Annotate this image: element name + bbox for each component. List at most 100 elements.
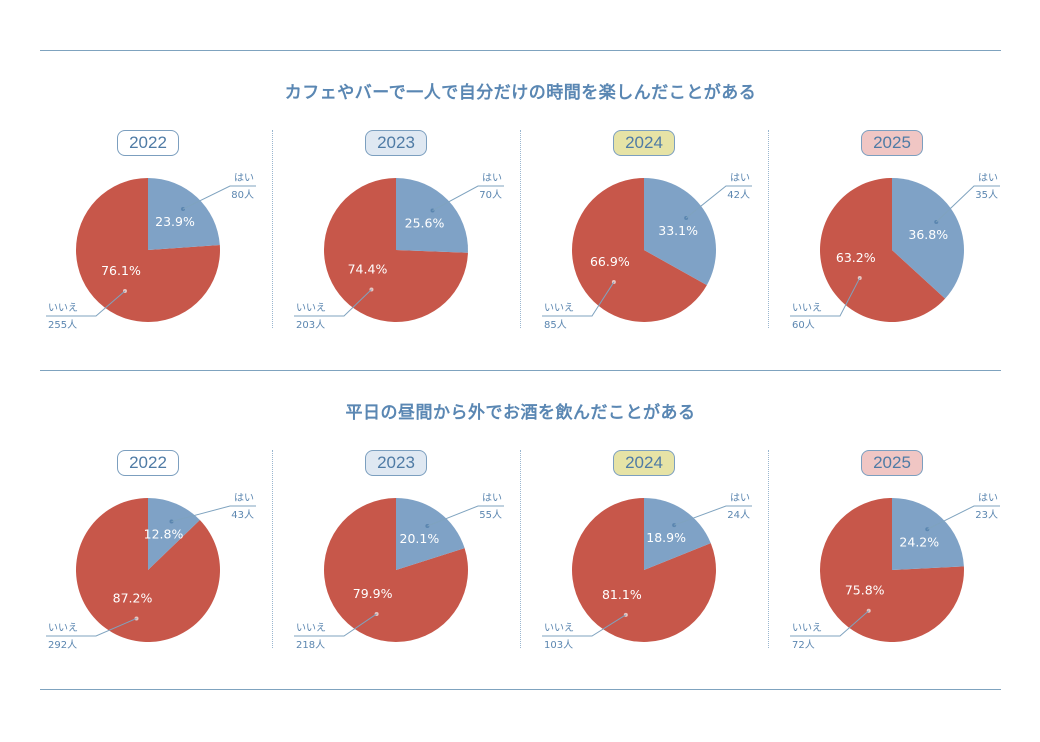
callout-label-no: いいえ	[48, 302, 78, 314]
middle-rule	[40, 370, 1001, 371]
percent-label-yes: 33.1%	[658, 223, 698, 238]
year-badge: 2025	[861, 130, 923, 156]
leader-dot-yes	[169, 519, 174, 524]
bottom-rule	[40, 689, 1001, 690]
percent-label-no: 81.1%	[602, 587, 642, 602]
percent-label-yes: 20.1%	[400, 531, 440, 546]
callout-label-no: いいえ	[544, 302, 574, 314]
callout-label-no: いいえ	[296, 302, 326, 314]
slice-no	[572, 178, 707, 322]
slice-yes	[396, 498, 465, 570]
section-title-1: カフェやバーで一人で自分だけの時間を楽しんだことがある	[284, 83, 757, 103]
leader-line-no	[542, 281, 615, 317]
percent-label-no: 87.2%	[113, 590, 153, 605]
pie-panel-2024: 2024 18.9% 81.1% はい 24人 いいえ 103人	[520, 450, 768, 680]
panel-divider	[272, 450, 273, 648]
percent-label-yes: 36.8%	[908, 227, 948, 242]
year-badge: 2022	[117, 130, 179, 156]
panel-divider	[768, 130, 769, 328]
leader-dot-no	[857, 275, 862, 280]
callout-label-yes: はい	[978, 172, 998, 184]
callout-label-yes: はい	[234, 172, 254, 184]
callout-count-yes: 70人	[479, 189, 502, 201]
callout-count-yes: 35人	[975, 189, 998, 201]
percent-label-yes: 25.6%	[405, 216, 445, 231]
callout-count-yes: 24人	[727, 509, 750, 521]
callout-label-no: いいえ	[792, 622, 822, 634]
leader-line-no	[542, 614, 627, 637]
pie-panel-2025: 2025 24.2% 75.8% はい 23人いいえ 72人	[768, 450, 1016, 680]
leader-line-no	[790, 610, 870, 637]
year-badge: 2025	[861, 450, 923, 476]
callout-label-yes: はい	[730, 172, 750, 184]
percent-label-yes: 24.2%	[899, 534, 939, 549]
percent-label-no: 79.9%	[353, 586, 393, 601]
callout-label-no: いいえ	[544, 622, 574, 634]
pie-panel-2025: 2025 36.8% 63.2% はい 35人いいえ 60人	[768, 130, 1016, 360]
callout-count-no: 218人	[296, 639, 325, 651]
year-badge: 2023	[365, 130, 427, 156]
slice-no	[75, 178, 220, 322]
callout-count-no: 292人	[48, 639, 77, 651]
leader-line-yes	[427, 505, 504, 527]
percent-label-no: 74.4%	[348, 261, 388, 276]
leader-line-yes	[927, 505, 1000, 530]
leader-line-yes	[685, 185, 752, 219]
slice-yes	[892, 498, 964, 570]
slice-yes	[644, 178, 716, 286]
percent-label-yes: 23.9%	[155, 214, 195, 229]
pie-panel-2023: 2023 20.1% 79.9% はい 55人 いいえ 218人	[272, 450, 520, 680]
percent-label-yes: 12.8%	[144, 527, 184, 542]
slice-yes	[396, 178, 468, 253]
percent-label-no: 66.9%	[590, 254, 630, 269]
section-title-2: 平日の昼間から外でお酒を飲んだことがある	[345, 403, 696, 423]
callout-label-no: いいえ	[792, 302, 822, 314]
callout-count-yes: 80人	[231, 189, 254, 201]
callout-count-no: 60人	[792, 319, 815, 331]
percent-label-no: 75.8%	[845, 583, 885, 598]
leader-line-no	[790, 277, 861, 317]
panel-divider	[272, 130, 273, 328]
callout-count-no: 255人	[48, 319, 77, 331]
panel-divider	[520, 450, 521, 648]
callout-count-no: 72人	[792, 639, 815, 651]
leader-line-yes	[182, 185, 256, 210]
callout-label-yes: はい	[234, 492, 254, 504]
pie-panel-2024: 2024 33.1% 66.9% はい 42人いいえ 85人	[520, 130, 768, 360]
callout-count-yes: 55人	[479, 509, 502, 521]
panel-divider	[768, 450, 769, 648]
callout-count-no: 203人	[296, 319, 325, 331]
callout-label-yes: はい	[978, 492, 998, 504]
callout-label-no: いいえ	[48, 622, 78, 634]
callout-count-yes: 23人	[975, 509, 998, 521]
pie-panel-2022: 2022 23.9% 76.1% はい 80人 いいえ 255人	[24, 130, 272, 360]
callout-count-no: 103人	[544, 639, 573, 651]
slice-yes	[148, 498, 200, 570]
leader-line-no	[46, 617, 137, 637]
pie-panel-2022: 2022 12.8% 87.2% はい 43人いいえ 292人	[24, 450, 272, 680]
panel-divider	[520, 130, 521, 328]
callout-label-no: いいえ	[296, 622, 326, 634]
slice-yes	[644, 498, 711, 570]
leader-dot-no	[134, 616, 139, 621]
year-badge: 2022	[117, 450, 179, 476]
callout-label-yes: はい	[730, 492, 750, 504]
slice-yes	[148, 178, 220, 250]
slice-no	[820, 178, 946, 322]
top-rule	[40, 50, 1001, 51]
pie-panel-2023: 2023 25.6% 74.4% はい 70人 いいえ 203人	[272, 130, 520, 360]
slice-yes	[892, 178, 964, 299]
leader-line-no	[294, 289, 372, 317]
callout-count-yes: 43人	[231, 509, 254, 521]
year-badge: 2024	[613, 450, 675, 476]
percent-label-no: 63.2%	[836, 250, 876, 265]
callout-count-yes: 42人	[727, 189, 750, 201]
callout-count-no: 85人	[544, 319, 567, 331]
year-badge: 2024	[613, 130, 675, 156]
